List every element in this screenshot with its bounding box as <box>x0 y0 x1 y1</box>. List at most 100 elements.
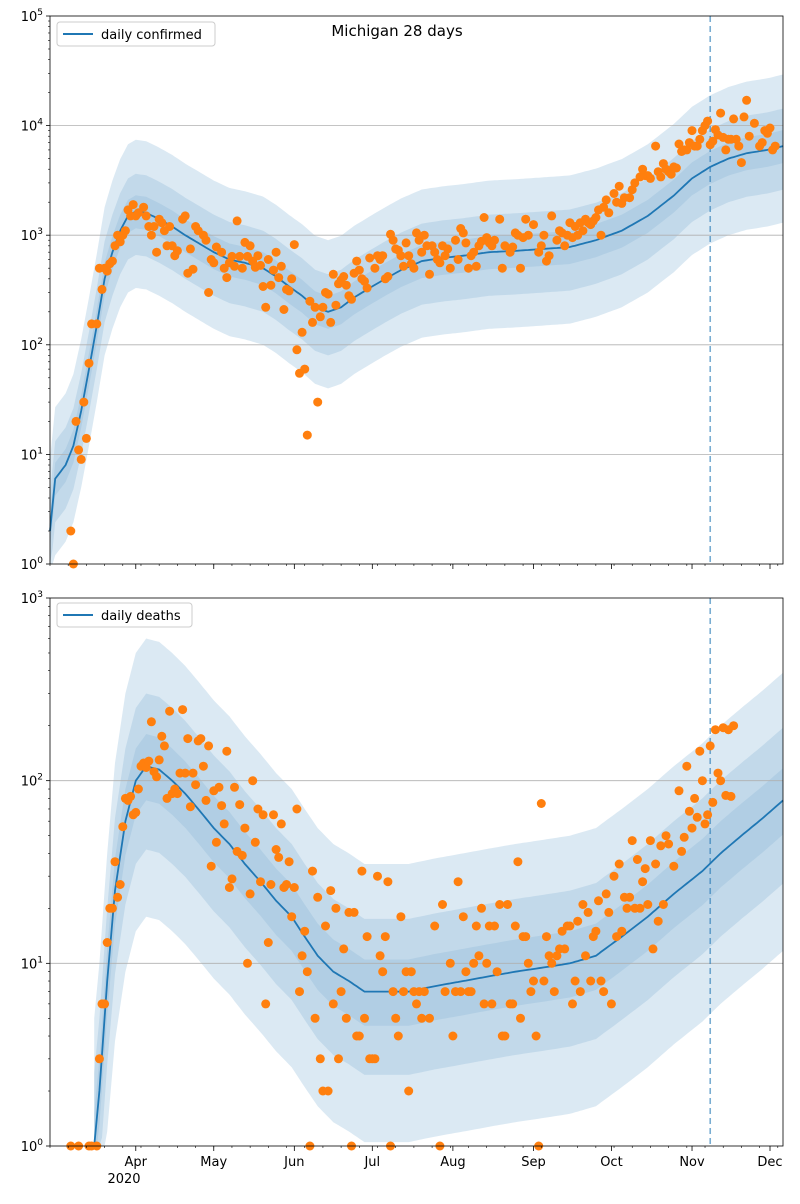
data-point <box>110 857 120 867</box>
y-tick-label: 103 <box>21 590 43 607</box>
y-tick-label: 102 <box>21 773 43 790</box>
data-point <box>479 213 489 222</box>
x-year-label: 2020 <box>107 1172 140 1187</box>
data-point <box>596 976 606 986</box>
data-point <box>152 247 162 257</box>
data-point <box>188 264 198 274</box>
data-point <box>401 238 411 248</box>
data-point <box>544 251 554 261</box>
data-point <box>287 912 297 922</box>
data-point <box>383 272 393 281</box>
y-tick-label: 104 <box>21 118 44 135</box>
data-point <box>440 987 450 997</box>
data-point <box>521 214 531 224</box>
data-point <box>679 832 689 842</box>
data-point <box>219 819 229 829</box>
data-point <box>84 358 94 368</box>
data-point <box>201 235 211 245</box>
data-point <box>362 283 372 293</box>
data-point <box>393 1031 403 1041</box>
data-point <box>705 741 715 751</box>
data-point <box>399 987 408 997</box>
data-point <box>211 837 221 847</box>
data-point <box>453 877 463 887</box>
data-point <box>466 987 476 997</box>
data-point <box>232 216 242 226</box>
data-point <box>248 776 258 786</box>
data-point <box>227 251 237 261</box>
data-point <box>757 138 767 148</box>
data-point <box>115 880 125 889</box>
data-point <box>568 999 577 1009</box>
data-point <box>302 967 312 977</box>
data-point <box>690 793 700 803</box>
data-point <box>570 976 580 986</box>
data-point <box>625 892 635 902</box>
data-point <box>425 1013 434 1023</box>
data-point <box>495 214 505 224</box>
data-point <box>601 889 611 899</box>
data-point <box>539 976 549 986</box>
data-point <box>250 837 260 847</box>
data-point <box>331 300 341 310</box>
data-point <box>765 123 775 133</box>
data-point <box>113 892 123 902</box>
data-point <box>370 263 380 273</box>
data-point <box>677 846 687 856</box>
data-point <box>357 866 367 876</box>
data-point <box>354 1031 364 1041</box>
data-point <box>375 951 385 961</box>
x-tick-label: Jul <box>363 1155 380 1170</box>
data-point <box>560 944 570 954</box>
data-point <box>310 1013 320 1023</box>
data-point <box>716 108 726 118</box>
data-point <box>100 999 110 1009</box>
data-point <box>594 896 603 906</box>
data-point <box>656 172 666 182</box>
plot-frame <box>49 597 784 1147</box>
data-point <box>279 305 289 314</box>
data-point <box>406 967 416 977</box>
data-point <box>313 397 323 407</box>
data-point <box>107 256 117 266</box>
data-point <box>243 958 252 968</box>
data-point <box>297 951 307 961</box>
data-point <box>604 907 614 917</box>
data-point <box>544 951 554 961</box>
data-point <box>664 839 674 849</box>
data-point <box>536 799 546 808</box>
data-point <box>464 263 473 273</box>
data-point <box>708 136 718 146</box>
data-point <box>157 218 167 228</box>
data-point <box>596 230 606 240</box>
data-point <box>435 258 445 268</box>
y-tick-label: 101 <box>21 446 43 463</box>
data-point <box>183 734 193 744</box>
data-point <box>531 1031 541 1041</box>
data-point <box>409 263 419 273</box>
data-point <box>227 874 237 884</box>
data-point <box>154 755 164 765</box>
deaths-panel: 100 101 102 103 Apr May Jun Jul Aug Sep Oct Nov Dec… <box>21 590 784 1187</box>
uncertainty-band <box>50 108 783 564</box>
data-point <box>599 987 609 997</box>
data-point <box>632 855 642 864</box>
data-point <box>682 761 692 771</box>
x-tick-label: Aug <box>440 1155 465 1170</box>
data-point <box>222 746 232 756</box>
data-point <box>682 145 692 155</box>
data-point <box>313 892 323 902</box>
data-point <box>300 926 310 936</box>
data-point <box>474 951 484 961</box>
data-point <box>323 1086 333 1096</box>
uncertainty-band <box>50 74 783 564</box>
data-point <box>139 202 149 212</box>
uncertainty-band <box>94 638 783 1146</box>
data-point <box>736 158 746 168</box>
data-point <box>674 139 684 149</box>
data-point <box>617 926 627 936</box>
data-point <box>448 1031 458 1041</box>
data-point <box>547 958 557 968</box>
data-point <box>721 145 731 155</box>
